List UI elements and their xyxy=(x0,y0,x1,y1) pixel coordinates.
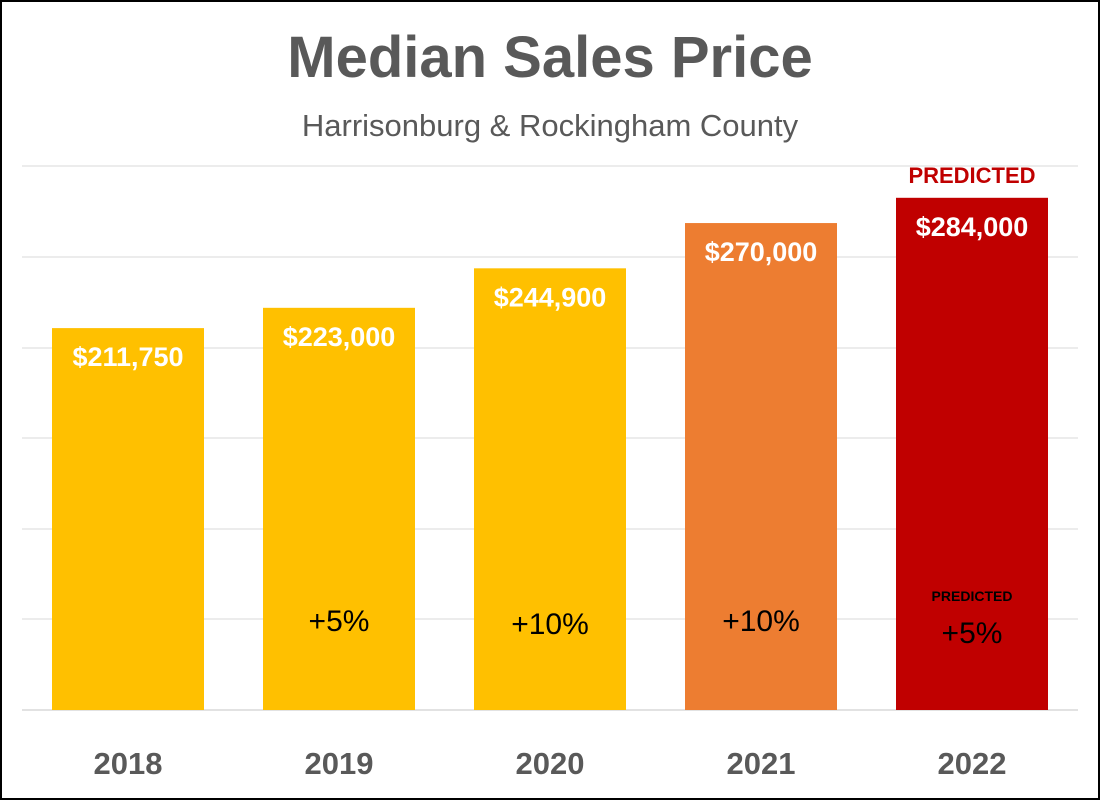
x-tick-label-2022: 2022 xyxy=(938,746,1007,781)
data-label-2020: $244,900 xyxy=(494,282,607,312)
top-note-2022: PREDICTED xyxy=(908,163,1035,188)
change-label-2022: +5% xyxy=(942,617,1003,650)
chart-subtitle: Harrisonburg & Rockingham County xyxy=(301,108,799,143)
change-label-2020: +10% xyxy=(511,608,589,641)
bar-2022 xyxy=(896,197,1048,710)
x-tick-label-2019: 2019 xyxy=(305,746,374,781)
chart-title: Median Sales Price xyxy=(287,25,813,90)
bar-2020 xyxy=(474,268,626,710)
bar-2019 xyxy=(263,307,415,710)
data-label-2022: $284,000 xyxy=(916,212,1029,242)
change-note-2022: PREDICTED xyxy=(932,588,1013,604)
data-label-2021: $270,000 xyxy=(705,237,818,267)
change-label-2021: +10% xyxy=(722,605,800,638)
bar-2021 xyxy=(685,223,837,711)
bar-2018 xyxy=(52,328,204,710)
x-tick-label-2021: 2021 xyxy=(727,746,796,781)
data-label-2018: $211,750 xyxy=(72,342,183,372)
data-label-2019: $223,000 xyxy=(283,322,396,352)
x-tick-label-2020: 2020 xyxy=(516,746,585,781)
x-tick-label-2018: 2018 xyxy=(94,746,163,781)
change-label-2019: +5% xyxy=(309,605,370,638)
